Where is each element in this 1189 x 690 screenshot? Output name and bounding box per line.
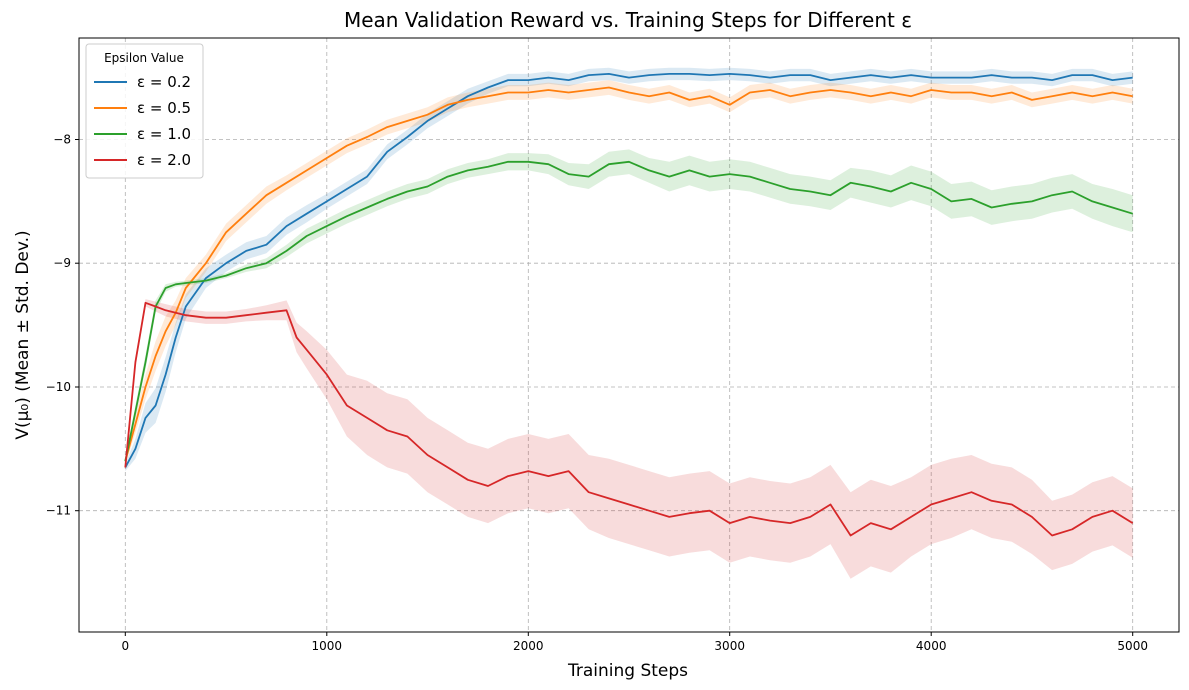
x-axis: 0 1000 2000 3000 4000 5000 [121, 632, 1148, 653]
y-axis-label: V(μ₀) (Mean ± Std. Dev.) [13, 230, 33, 439]
series-line-2 [124, 86, 1133, 462]
x-tick-label: 4000 [916, 639, 947, 653]
y-tick-label: −10 [46, 380, 71, 394]
y-tick-label: −8 [53, 133, 71, 147]
y-tick-label: −9 [53, 256, 71, 270]
std-band-1 [125, 67, 1133, 472]
x-axis-label: Training Steps [567, 661, 688, 681]
legend-label-3: ε = 1.0 [137, 125, 191, 143]
series-line-1 [124, 73, 1133, 468]
std-band-4 [125, 299, 1133, 579]
legend: Epsilon Value ε = 0.2 ε = 0.5 ε = 1.0 ε = 2… [85, 43, 204, 179]
x-tick-label: 0 [121, 639, 129, 653]
series-lines [124, 73, 1134, 537]
y-tick-label: −11 [46, 504, 71, 518]
plot-area [78, 37, 1180, 633]
series-line-3 [124, 160, 1133, 462]
series-line-4 [124, 301, 1134, 537]
plot-frame [78, 37, 1180, 633]
legend-title: Epsilon Value [104, 51, 184, 65]
x-tick-label: 5000 [1117, 639, 1148, 653]
std-bands [125, 67, 1133, 579]
plot-background [79, 38, 1179, 632]
y-axis: −8 −9 −10 −11 [46, 133, 79, 518]
x-tick-label: 2000 [513, 639, 544, 653]
chart-title: Mean Validation Reward vs. Training Step… [344, 8, 912, 32]
legend-box [85, 43, 204, 179]
x-tick-label: 1000 [312, 639, 343, 653]
x-tick-label: 3000 [714, 639, 745, 653]
legend-label-4: ε = 2.0 [137, 151, 191, 169]
legend-label-2: ε = 0.5 [137, 99, 191, 117]
legend-label-1: ε = 0.2 [137, 73, 191, 91]
